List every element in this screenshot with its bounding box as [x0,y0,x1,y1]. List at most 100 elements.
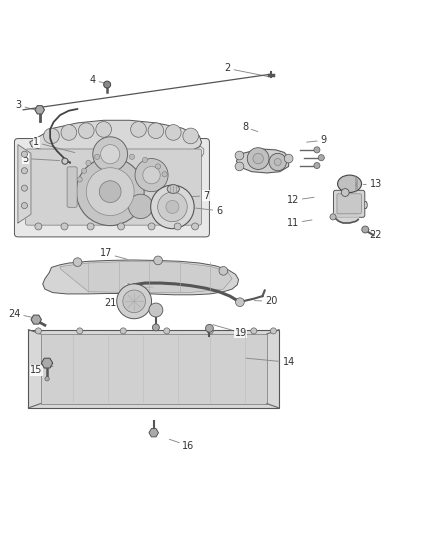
Circle shape [87,223,94,230]
Circle shape [142,157,148,163]
Circle shape [148,223,155,230]
Circle shape [151,185,194,229]
Circle shape [341,189,349,197]
Text: 15: 15 [30,365,53,375]
Circle shape [61,125,77,140]
Circle shape [21,168,28,174]
Text: 24: 24 [8,309,35,319]
Polygon shape [18,144,31,223]
Text: 18: 18 [126,283,153,293]
Circle shape [21,203,28,208]
FancyBboxPatch shape [14,139,209,237]
Text: 19: 19 [213,325,247,337]
Circle shape [96,122,112,137]
Circle shape [123,290,145,313]
Text: 14: 14 [246,357,295,367]
Circle shape [235,162,244,171]
Circle shape [270,328,276,334]
Circle shape [166,200,179,213]
Circle shape [174,223,181,230]
Ellipse shape [167,184,180,193]
Circle shape [135,158,168,192]
Circle shape [251,328,257,334]
Circle shape [131,122,146,137]
Circle shape [104,81,111,88]
Text: 8: 8 [242,122,258,132]
Circle shape [314,163,320,168]
Circle shape [164,328,170,334]
Circle shape [93,137,127,172]
Circle shape [155,164,161,169]
Circle shape [61,223,68,230]
Circle shape [95,154,100,159]
Circle shape [77,328,83,334]
Text: 5: 5 [22,154,60,164]
Circle shape [236,298,244,306]
Circle shape [128,194,153,219]
Circle shape [120,328,126,334]
Polygon shape [60,261,232,293]
Circle shape [253,154,263,164]
Circle shape [117,284,152,319]
Circle shape [149,303,163,317]
Text: 16: 16 [170,439,194,451]
Circle shape [129,154,134,159]
Circle shape [274,158,281,166]
Circle shape [86,160,91,166]
Text: 13: 13 [363,179,382,189]
Circle shape [77,177,82,182]
Text: 6: 6 [196,206,222,216]
Polygon shape [43,260,239,295]
Circle shape [143,166,160,184]
Circle shape [219,266,228,275]
Text: 3: 3 [16,100,36,110]
Circle shape [284,154,293,163]
Ellipse shape [338,175,361,192]
Circle shape [21,185,28,191]
Circle shape [162,172,167,177]
Circle shape [205,325,213,332]
Text: 2: 2 [225,63,268,77]
FancyBboxPatch shape [337,194,361,214]
Circle shape [101,144,120,164]
Circle shape [76,158,144,225]
Text: 22: 22 [369,230,382,240]
FancyBboxPatch shape [25,149,201,225]
Polygon shape [149,429,159,437]
Text: 10: 10 [352,201,369,212]
Polygon shape [19,144,204,210]
Text: 17: 17 [100,248,127,259]
Circle shape [362,226,369,233]
Circle shape [191,223,198,230]
Circle shape [235,151,244,160]
Circle shape [154,256,162,265]
Circle shape [21,151,28,157]
Circle shape [73,258,82,266]
Circle shape [247,148,269,169]
Circle shape [44,128,59,144]
Text: 4: 4 [90,75,105,85]
Text: 7: 7 [183,191,209,200]
Text: 11: 11 [287,218,312,228]
Circle shape [99,181,121,203]
Circle shape [45,377,49,381]
Circle shape [314,147,320,153]
FancyBboxPatch shape [333,190,365,217]
Polygon shape [332,213,358,223]
Circle shape [78,123,94,139]
Text: 1: 1 [33,138,75,152]
Polygon shape [237,149,289,173]
Circle shape [330,214,336,220]
Circle shape [35,328,42,334]
Circle shape [318,155,324,161]
Polygon shape [35,106,45,114]
Circle shape [148,123,164,139]
Circle shape [81,168,87,173]
Polygon shape [41,334,267,403]
FancyBboxPatch shape [67,167,77,207]
Polygon shape [42,358,53,368]
Circle shape [269,154,286,171]
Text: 12: 12 [287,196,314,205]
Circle shape [35,223,42,230]
Text: 21: 21 [104,298,140,309]
